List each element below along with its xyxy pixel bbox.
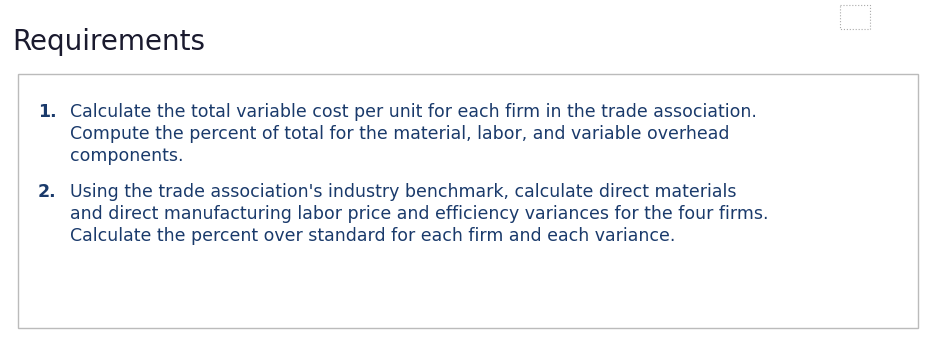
FancyBboxPatch shape xyxy=(18,74,918,328)
Text: 2.: 2. xyxy=(38,183,56,201)
Text: 1.: 1. xyxy=(38,103,56,121)
Text: components.: components. xyxy=(70,147,183,165)
Text: Using the trade association's industry benchmark, calculate direct materials: Using the trade association's industry b… xyxy=(70,183,737,201)
Text: Calculate the percent over standard for each firm and each variance.: Calculate the percent over standard for … xyxy=(70,227,676,245)
Text: Requirements: Requirements xyxy=(12,28,205,56)
Text: Compute the percent of total for the material, labor, and variable overhead: Compute the percent of total for the mat… xyxy=(70,125,729,143)
Text: and direct manufacturing labor price and efficiency variances for the four firms: and direct manufacturing labor price and… xyxy=(70,205,768,223)
Text: Calculate the total variable cost per unit for each firm in the trade associatio: Calculate the total variable cost per un… xyxy=(70,103,757,121)
FancyBboxPatch shape xyxy=(840,5,870,29)
